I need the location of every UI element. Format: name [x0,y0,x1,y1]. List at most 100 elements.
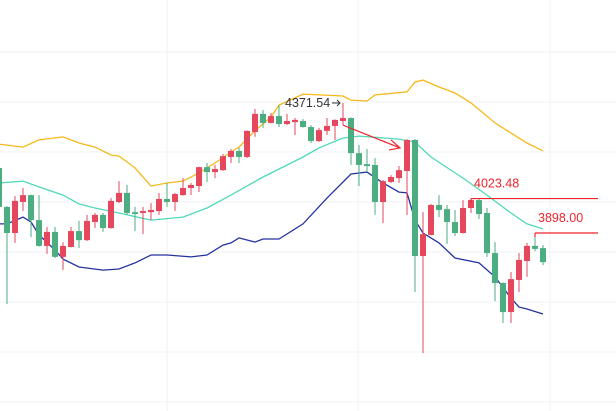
candle-body [124,192,130,213]
candle-body [292,119,298,123]
candle-up [44,226,50,254]
candle-body [60,245,66,257]
candle-body [52,231,58,257]
candle-down [308,125,314,143]
candle-up [404,139,410,215]
candle-body [260,113,266,123]
candle-down [28,194,34,238]
trend-arrow-head [388,139,402,151]
candle-body [444,209,450,223]
candle-body [324,125,330,131]
candle-body [412,139,418,257]
candle-up [380,180,386,224]
candle-body [220,156,226,171]
candle-body [4,206,10,234]
candle-body [396,170,402,179]
candles [0,103,546,353]
candle-down [476,198,482,220]
candle-body [524,245,530,262]
candle-up [180,178,186,196]
middle-band-line [0,135,544,230]
candle-body [252,113,258,132]
candle-body [452,222,458,234]
candle-up [140,206,146,235]
candle-body [468,200,474,209]
lower-band-line [0,171,544,315]
resistance-2-label: 3898.00 [538,211,583,225]
candle-down [300,119,306,128]
candle-down [236,147,242,164]
candle-body [388,177,394,182]
candle-up [340,103,346,126]
candle-body [404,139,410,171]
candle-body [12,200,18,234]
candle-body [340,117,346,122]
candle-body [508,279,514,313]
candle-down [500,282,506,324]
candle-up [92,212,98,229]
candle-down [204,163,210,182]
candle-up [188,183,194,196]
candle-up [316,127,322,143]
candle-body [460,208,466,234]
candle-body [84,220,90,241]
candle-up [396,166,402,184]
candle-body [428,205,434,235]
candle-up [84,214,90,241]
candle-body [196,167,202,187]
candle-body [36,220,42,246]
candle-body [212,169,218,173]
candle-body [236,150,242,157]
candle-body [172,194,178,202]
candle-body [476,200,482,215]
candle-body [364,164,370,167]
candle-down [164,183,170,207]
annotations: 4371.54 4023.48 3898.00 [285,96,598,238]
candle-up [156,192,162,215]
candle-up [268,113,274,124]
high-arrow-head [336,99,341,107]
high-label: 4371.54 [285,96,330,110]
upper-band-line [0,79,544,187]
resistance-1-label: 4023.48 [474,177,519,191]
candle-body [356,153,362,165]
candle-down [100,212,106,232]
candle-body [100,214,106,229]
candle-down [76,220,82,249]
candle-down [276,105,282,128]
candle-body [532,245,538,249]
candle-body [68,231,74,248]
candle-up [220,153,226,171]
candle-body [28,195,34,221]
candle-body [0,167,2,207]
candle-down [540,245,546,266]
candle-down [52,226,58,258]
candle-down [0,167,2,207]
candle-up [116,181,122,204]
candle-down [412,139,418,293]
candle-down [452,209,458,237]
candle-up [68,226,74,248]
candle-down [348,117,354,165]
candle-down [124,184,130,215]
candle-up [420,212,426,353]
candle-down [484,208,490,257]
candle-body [284,121,290,125]
candle-up [172,192,178,212]
candle-body [492,253,498,283]
candle-up [292,117,298,136]
candle-body [420,234,426,257]
candle-up [244,130,250,159]
candle-body [228,150,234,157]
candle-body [164,198,170,202]
candle-up [108,198,114,229]
candle-up [460,200,466,234]
candle-up [252,108,258,137]
candle-up [196,166,202,193]
candle-up [212,164,218,179]
candle-body [156,198,162,212]
candle-down [132,206,138,232]
candle-up [332,119,338,140]
candle-up [284,113,290,126]
